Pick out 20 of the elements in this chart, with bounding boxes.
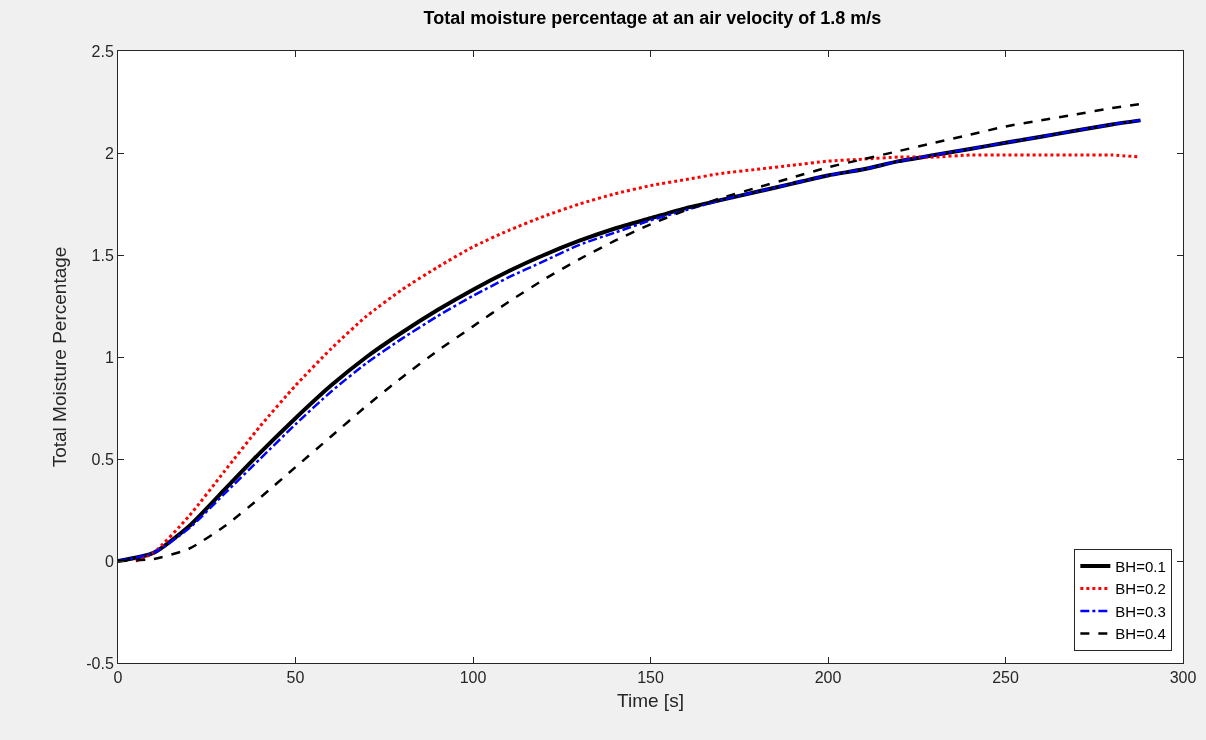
- y-tick-label: 2.5: [91, 42, 114, 60]
- legend-label: BH=0.2: [1115, 580, 1166, 598]
- x-tick-label: 150: [637, 669, 664, 687]
- y-tick-label: 1: [104, 348, 114, 366]
- legend-label: BH=0.1: [1115, 557, 1166, 575]
- legend-label: BH=0.4: [1115, 625, 1166, 643]
- x-tick-label: 100: [459, 669, 487, 687]
- y-tick-label: 1.5: [91, 246, 114, 264]
- y-tick-label: -0.5: [86, 654, 114, 672]
- x-tick-label: 50: [286, 669, 305, 687]
- y-tick-label: 0.5: [91, 450, 114, 468]
- x-tick-label: 200: [814, 669, 842, 687]
- y-tick-label: 0: [104, 552, 114, 570]
- legend-label: BH=0.3: [1115, 602, 1166, 620]
- y-axis-title: Total Moisture Percentage: [49, 246, 71, 468]
- x-tick-label: 300: [1169, 669, 1197, 687]
- x-axis-title: Time [s]: [617, 690, 684, 711]
- chart-title: Total moisture percentage at an air velocity of 1.8 m/s: [423, 7, 882, 28]
- x-tick-label: 250: [992, 669, 1019, 687]
- y-tick-label: 2: [104, 144, 114, 162]
